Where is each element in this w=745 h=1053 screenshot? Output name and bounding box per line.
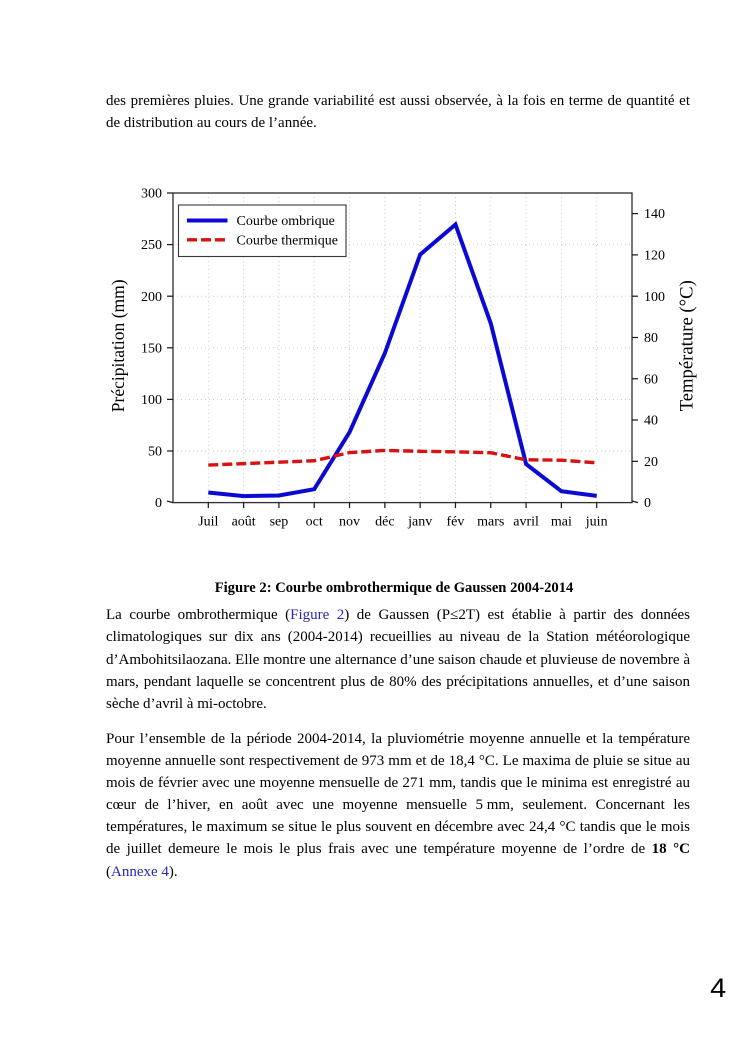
svg-text:Précipitation (mm): Précipitation (mm) bbox=[108, 279, 128, 412]
svg-text:juin: juin bbox=[585, 515, 608, 530]
svg-text:300: 300 bbox=[141, 187, 162, 202]
svg-text:fév: fév bbox=[447, 515, 465, 530]
svg-text:0: 0 bbox=[644, 496, 651, 511]
svg-text:200: 200 bbox=[141, 290, 162, 305]
svg-text:mai: mai bbox=[551, 515, 572, 530]
svg-text:100: 100 bbox=[141, 393, 162, 408]
svg-text:80: 80 bbox=[644, 331, 658, 346]
svg-text:0: 0 bbox=[155, 496, 162, 511]
svg-text:avril: avril bbox=[513, 515, 539, 530]
svg-text:50: 50 bbox=[148, 445, 162, 460]
svg-text:sep: sep bbox=[270, 515, 289, 530]
svg-text:20: 20 bbox=[644, 455, 658, 470]
svg-text:60: 60 bbox=[644, 372, 658, 387]
svg-text:mars: mars bbox=[477, 515, 504, 530]
svg-text:140: 140 bbox=[644, 207, 665, 222]
svg-text:Courbe thermique: Courbe thermique bbox=[237, 233, 338, 248]
svg-text:Juil: Juil bbox=[198, 515, 218, 530]
svg-text:150: 150 bbox=[141, 341, 162, 356]
svg-text:Température (°C): Température (°C) bbox=[676, 280, 697, 411]
svg-text:250: 250 bbox=[141, 238, 162, 253]
svg-text:août: août bbox=[232, 515, 256, 530]
svg-text:120: 120 bbox=[644, 249, 665, 264]
svg-text:Courbe ombrique: Courbe ombrique bbox=[237, 214, 335, 229]
svg-text:40: 40 bbox=[644, 414, 658, 429]
svg-text:nov: nov bbox=[339, 515, 360, 530]
svg-text:100: 100 bbox=[644, 290, 665, 305]
svg-text:oct: oct bbox=[306, 515, 323, 530]
svg-text:déc: déc bbox=[375, 515, 394, 530]
svg-text:janv: janv bbox=[407, 515, 432, 530]
